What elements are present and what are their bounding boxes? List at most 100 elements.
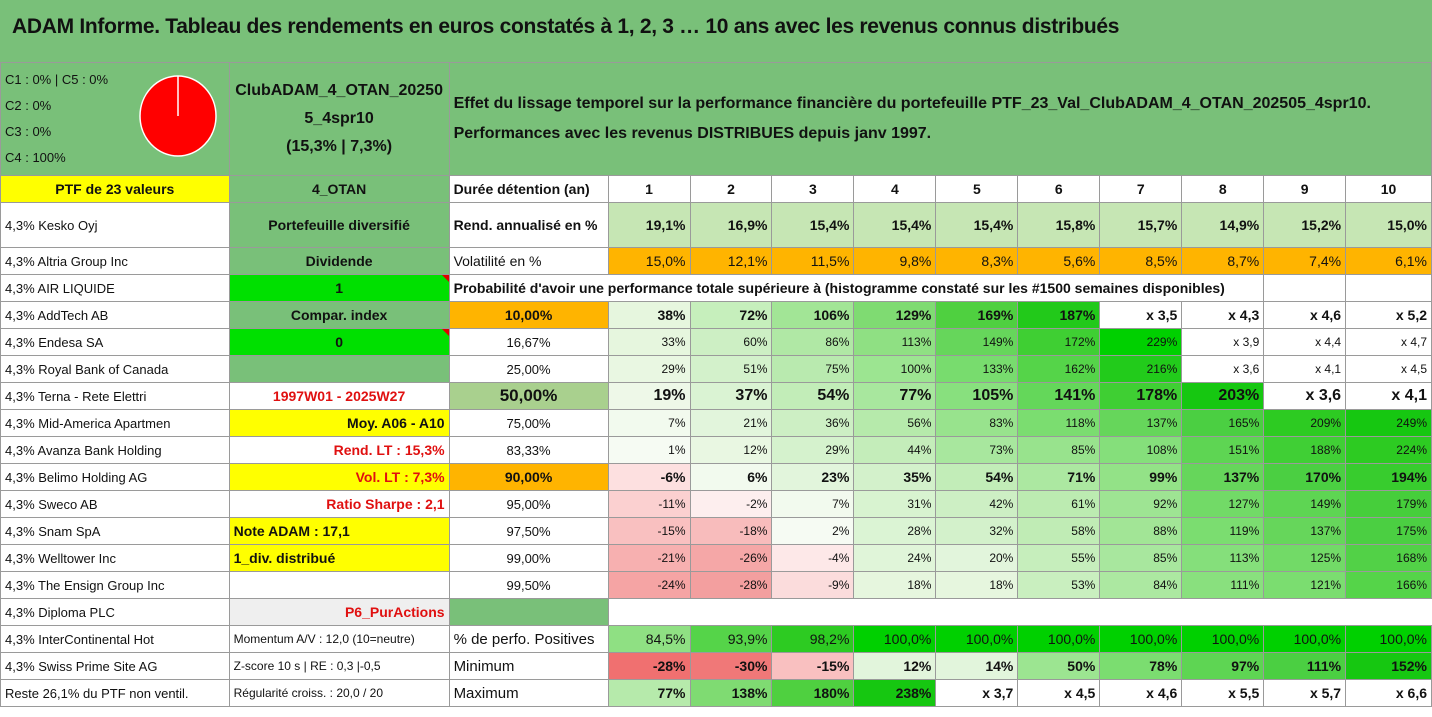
probability-threshold: 95,00% xyxy=(448,490,609,518)
proba-value: x 4,6 xyxy=(1263,301,1347,329)
proba-value: 6% xyxy=(689,463,773,491)
empty-cell xyxy=(1263,274,1347,302)
year-header: 7 xyxy=(1099,175,1183,203)
positives-value: 100,0% xyxy=(1263,625,1347,653)
holding-item: 4,3% Altria Group Inc xyxy=(0,247,230,275)
rend-value: 19,1% xyxy=(607,202,691,248)
proba-value: 19% xyxy=(607,382,691,410)
proba-value: 58% xyxy=(1017,517,1101,545)
year-header: 4 xyxy=(853,175,937,203)
allocation-pie-chart xyxy=(139,75,217,157)
maximum-value: x 4,6 xyxy=(1099,679,1183,707)
proba-value: 188% xyxy=(1263,436,1347,464)
rend-label: Rend. annualisé en % xyxy=(448,202,609,248)
minimum-label: Minimum xyxy=(448,652,609,680)
proba-value: 54% xyxy=(935,463,1019,491)
proba-value: 137% xyxy=(1181,463,1265,491)
proba-value: 61% xyxy=(1017,490,1101,518)
year-header: 6 xyxy=(1017,175,1101,203)
info-cell: Vol. LT : 7,3% xyxy=(228,463,450,491)
rend-value: 15,4% xyxy=(853,202,937,248)
proba-value: -24% xyxy=(607,571,691,599)
proba-value: 194% xyxy=(1345,463,1432,491)
proba-value: x 4,1 xyxy=(1345,382,1432,410)
proba-value: 88% xyxy=(1099,517,1183,545)
year-header: 2 xyxy=(689,175,773,203)
info-cell: Compar. index xyxy=(228,301,450,329)
info-cell: Z-score 10 s | RE : 0,3 |-0,5 xyxy=(228,652,450,680)
table-row: 4,3% Belimo Holding AG Vol. LT : 7,3% 90,0… xyxy=(0,463,1432,491)
positives-value: 100,0% xyxy=(1017,625,1101,653)
holding-item: 4,3% Sweco AB xyxy=(0,490,230,518)
rend-value: 14,9% xyxy=(1181,202,1265,248)
proba-value: -9% xyxy=(771,571,855,599)
info-cell xyxy=(228,571,450,599)
vol-value: 6,1% xyxy=(1345,247,1432,275)
minimum-value: 78% xyxy=(1099,652,1183,680)
proba-value: x 4,4 xyxy=(1263,328,1347,356)
holding-item: Reste 26,1% du PTF non ventil. xyxy=(0,679,230,707)
proba-value: x 3,5 xyxy=(1099,301,1183,329)
proba-value: 38% xyxy=(607,301,691,329)
table-row: 4,3% Terna - Rete Elettri 1997W01 - 2025W… xyxy=(0,382,1432,410)
proba-value: 141% xyxy=(1017,382,1101,410)
rend-value: 15,4% xyxy=(935,202,1019,248)
proba-value: 73% xyxy=(935,436,1019,464)
proba-value: 249% xyxy=(1345,409,1432,437)
table-row: 4,3% Endesa SA 0 16,67% 33% 60% 86% 113% 149% 17… xyxy=(0,328,1432,356)
table-row: 4,3% Swiss Prime Site AG Z-score 10 s | R… xyxy=(0,652,1432,680)
vol-value: 15,0% xyxy=(607,247,691,275)
proba-value: 133% xyxy=(935,355,1019,383)
vol-label: Volatilité en % xyxy=(448,247,609,275)
proba-value: 29% xyxy=(607,355,691,383)
proba-value: 105% xyxy=(935,382,1019,410)
proba-value: 12% xyxy=(689,436,773,464)
proba-value: 113% xyxy=(1181,544,1265,572)
proba-value: 77% xyxy=(853,382,937,410)
rend-value: 15,7% xyxy=(1099,202,1183,248)
minimum-value: -30% xyxy=(689,652,773,680)
table-row: 4,3% Altria Group Inc Dividende Volatilité… xyxy=(0,247,1432,275)
proba-value: 100% xyxy=(853,355,937,383)
maximum-value: x 5,7 xyxy=(1263,679,1347,707)
proba-value: 18% xyxy=(935,571,1019,599)
year-header: 3 xyxy=(771,175,855,203)
vol-value: 7,4% xyxy=(1263,247,1347,275)
proba-value: 121% xyxy=(1263,571,1347,599)
rend-value: 15,2% xyxy=(1263,202,1347,248)
table-row: 4,3% Mid-America Apartmen Moy. A06 - A10 7… xyxy=(0,409,1432,437)
proba-value: -11% xyxy=(607,490,691,518)
rend-value: 16,9% xyxy=(689,202,773,248)
info-cell: P6_PurActions xyxy=(228,598,450,626)
proba-value: 125% xyxy=(1263,544,1347,572)
proba-value: 99% xyxy=(1099,463,1183,491)
year-header: 5 xyxy=(935,175,1019,203)
year-header: 8 xyxy=(1181,175,1265,203)
positives-label: % de perfo. Positives xyxy=(448,625,609,653)
probability-threshold: 25,00% xyxy=(448,355,609,383)
year-header: 1 xyxy=(607,175,691,203)
proba-value: 118% xyxy=(1017,409,1101,437)
rend-value: 15,0% xyxy=(1345,202,1432,248)
proba-value: 165% xyxy=(1181,409,1265,437)
holding-item: 4,3% Snam SpA xyxy=(0,517,230,545)
maximum-value: x 6,6 xyxy=(1345,679,1432,707)
portfolio-name-line1: ClubADAM_4_OTAN_20250 xyxy=(235,82,443,99)
proba-value: 75% xyxy=(771,355,855,383)
info-cell: Note ADAM : 17,1 xyxy=(228,517,450,545)
holding-item: 4,3% Swiss Prime Site AG xyxy=(0,652,230,680)
performance-table: C1 : 0% | C5 : 0% C2 : 0% C3 : 0% C4 : 1… xyxy=(0,62,1432,707)
vol-value: 8,3% xyxy=(935,247,1019,275)
info-cell: 1_div. distribué xyxy=(228,544,450,572)
description-line1: Effet du lissage temporel sur la perform… xyxy=(453,95,1371,112)
proba-value: 24% xyxy=(853,544,937,572)
proba-value: -26% xyxy=(689,544,773,572)
proba-value: 44% xyxy=(853,436,937,464)
positives-value: 100,0% xyxy=(935,625,1019,653)
proba-value: 72% xyxy=(689,301,773,329)
table-row: 4,3% Royal Bank of Canada 25,00% 29% 51% 75%… xyxy=(0,355,1432,383)
probability-threshold: 99,50% xyxy=(448,571,609,599)
description-cell: Effet du lissage temporel sur la perform… xyxy=(448,62,1432,176)
proba-value: 55% xyxy=(1017,544,1101,572)
proba-value: 18% xyxy=(853,571,937,599)
